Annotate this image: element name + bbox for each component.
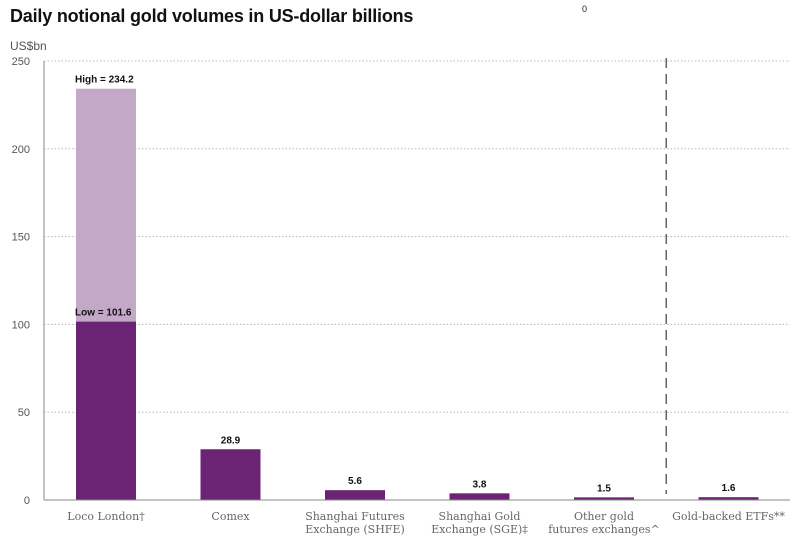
category-label: Other gold [574,510,634,523]
bar [698,497,759,500]
chart-title: Daily notional gold volumes in US-dollar… [10,6,414,26]
category-label: futures exchanges^ [548,523,660,536]
category-label: Shanghai Futures [305,510,405,523]
data-label: 28.9 [221,435,241,446]
data-label-low: Low = 101.6 [75,308,132,319]
category-label: Exchange (SHFE) [305,523,405,536]
category-label: Exchange (SGE)‡ [431,523,528,536]
bar-range-high [76,88,136,322]
bar [76,321,136,500]
bars [76,88,759,500]
data-label: 1.5 [597,483,611,494]
axis-lines [43,58,790,501]
y-axis-unit-label: US$bn [10,39,47,53]
y-tick-label: 200 [12,144,30,156]
data-label: 5.6 [348,476,362,487]
bar [574,497,634,500]
data-label-high: High = 234.2 [75,75,134,86]
y-tick-label: 250 [12,56,30,68]
data-labels: High = 234.2 Low = 101.6 28.9 5.6 3.8 1.5 1.6 [75,75,736,495]
bar [200,449,261,500]
category-label: Gold-backed ETFs** [672,510,785,523]
category-label: Shanghai Gold [439,510,521,523]
y-tick-label: 150 [12,232,30,244]
y-tick-label: 0 [24,495,30,507]
data-label: 1.6 [722,483,736,494]
category-label: Comex [211,510,250,523]
grid-lines [44,60,790,413]
bar [325,490,385,500]
category-label: Loco London† [67,510,145,523]
stray-mark: 0 [582,4,588,14]
y-tick-labels: 0 50 100 150 200 250 [12,56,30,507]
category-labels: Loco London† Comex Shanghai FuturesExchang… [67,510,785,536]
y-tick-label: 100 [12,319,30,331]
bar [449,493,510,500]
data-label: 3.8 [473,479,487,490]
y-tick-label: 50 [18,407,30,419]
